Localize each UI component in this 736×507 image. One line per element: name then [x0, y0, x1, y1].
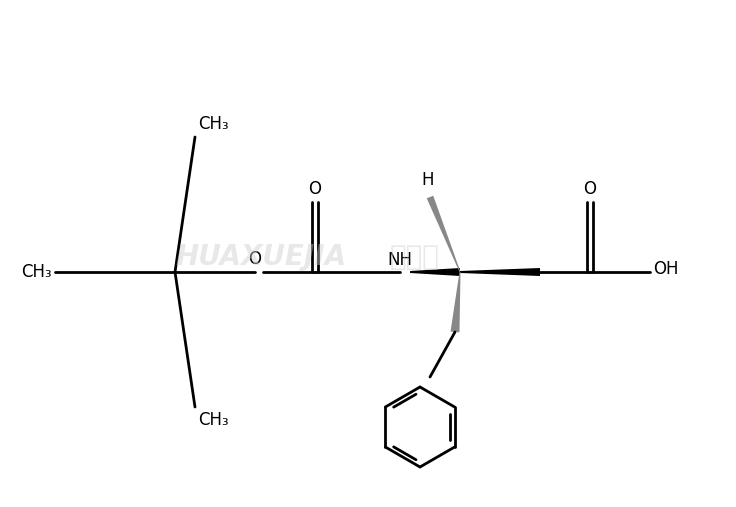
Text: O: O [308, 180, 322, 198]
Text: CH₃: CH₃ [198, 115, 229, 133]
Text: 化学加: 化学加 [390, 243, 440, 271]
Text: CH₃: CH₃ [21, 263, 52, 281]
Text: O: O [249, 250, 261, 268]
Polygon shape [450, 272, 461, 333]
Text: CH₃: CH₃ [198, 411, 229, 429]
Text: HUAXUEJIA: HUAXUEJIA [175, 243, 346, 271]
Text: NH: NH [387, 251, 412, 269]
Polygon shape [410, 268, 460, 276]
Text: OH: OH [653, 260, 679, 278]
Text: H: H [422, 171, 434, 189]
Polygon shape [427, 196, 461, 272]
Text: O: O [584, 180, 596, 198]
Polygon shape [460, 268, 540, 276]
